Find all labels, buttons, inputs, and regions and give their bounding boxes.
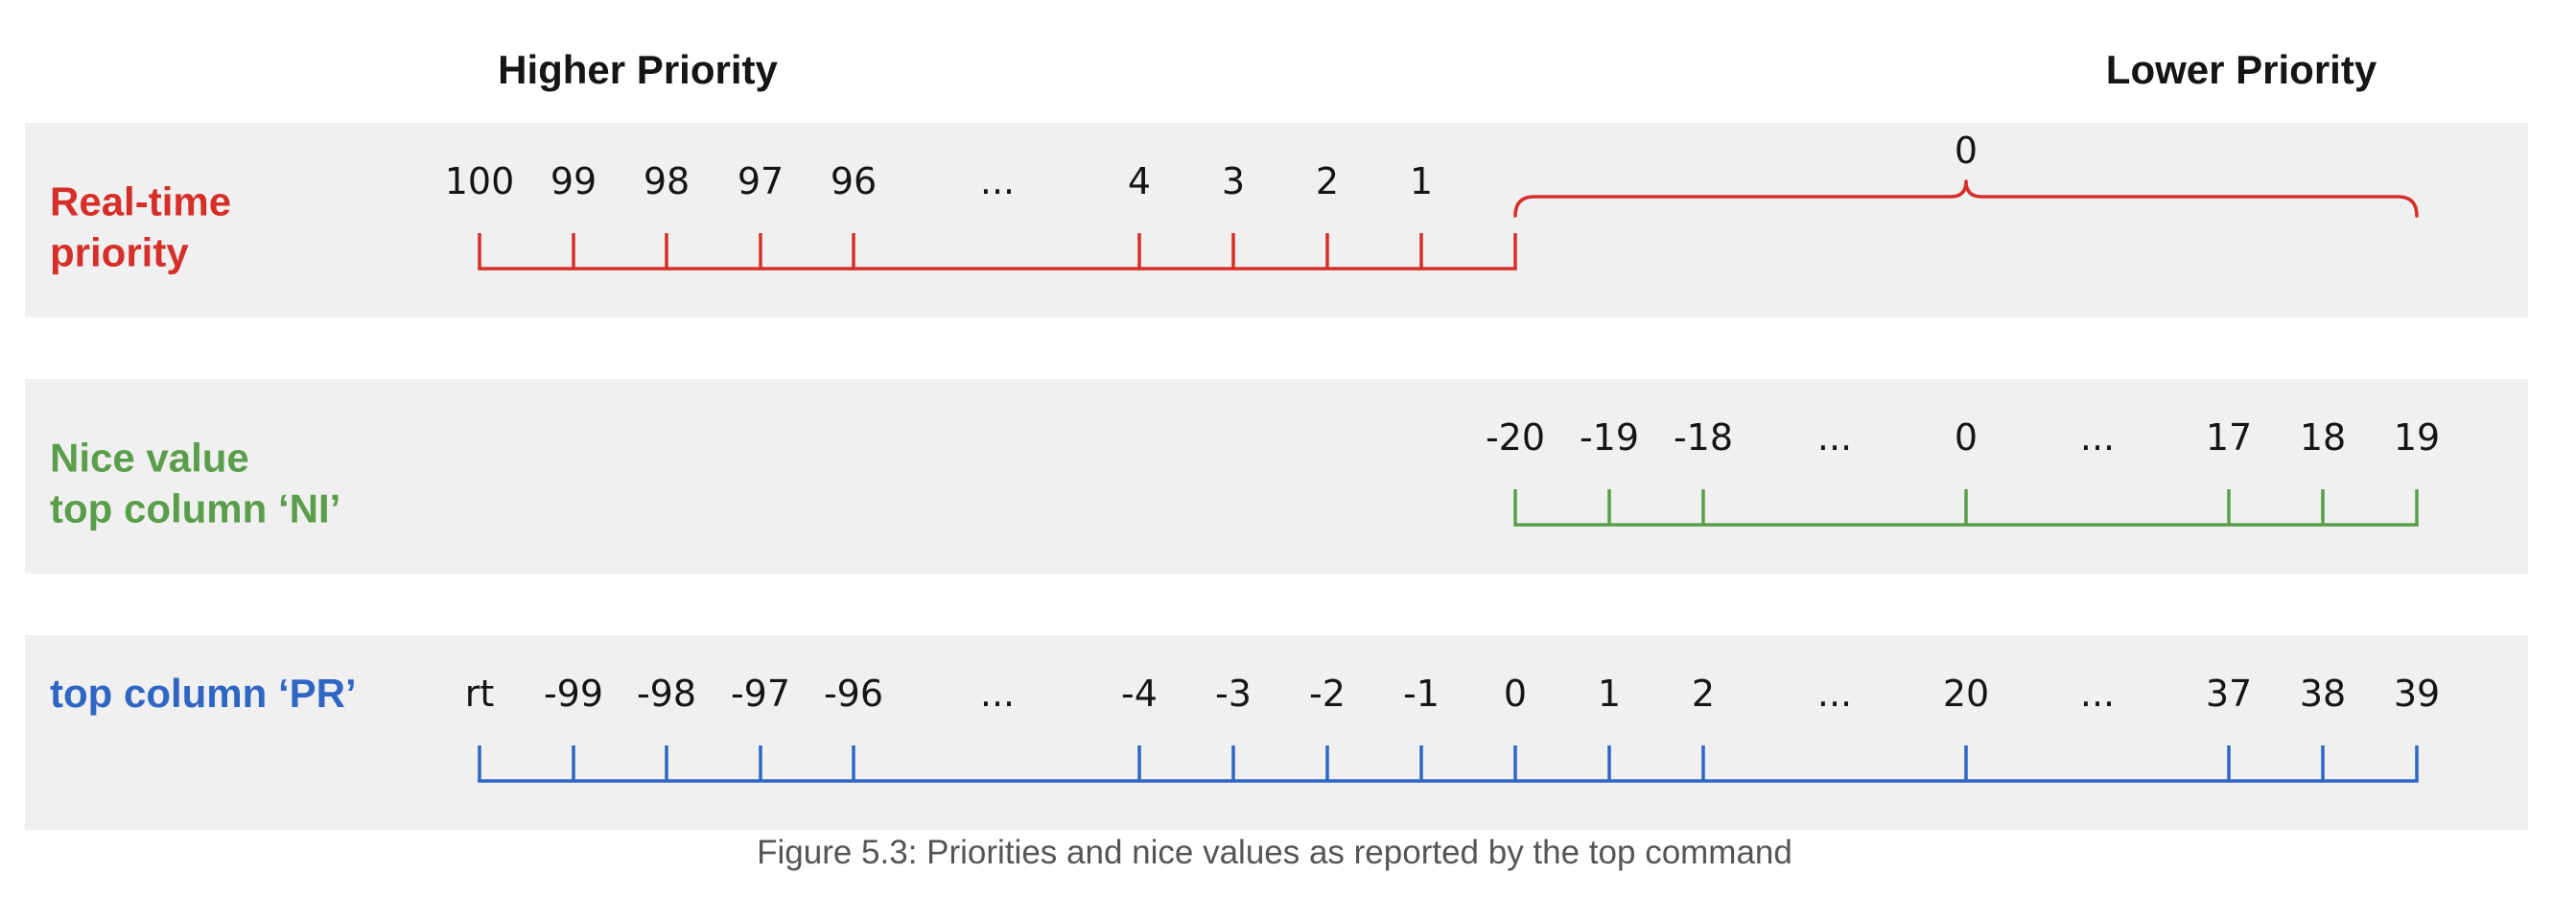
tick-label-pr: 2: [1692, 673, 1715, 715]
tick-label-nice: ...: [1817, 416, 1852, 459]
tick-label-realtime: 96: [831, 160, 877, 202]
tick-label-pr: ...: [1817, 673, 1852, 715]
row-realtime: Real-time priority 100 99 98 97 96... 4 3 2 1 0: [25, 123, 2528, 318]
tick-label-nice: -18: [1674, 416, 1733, 459]
tick-label-pr: ...: [2080, 673, 2115, 715]
tick-label-pr: -97: [731, 673, 790, 715]
brace-label-realtime: 0: [1955, 130, 1978, 172]
tick-label-pr: 20: [1943, 673, 1989, 715]
tick-label-nice: ...: [2080, 416, 2115, 459]
tick-label-pr: -3: [1215, 673, 1252, 715]
tick-label-pr: 37: [2206, 673, 2252, 715]
tick-label-pr: -1: [1403, 673, 1440, 715]
tick-label-realtime: 2: [1316, 160, 1339, 202]
row-band-nice: [25, 379, 2528, 574]
tick-label-nice: 19: [2394, 416, 2440, 459]
tick-label-realtime: ...: [980, 160, 1015, 202]
tick-label-realtime: 98: [644, 160, 690, 202]
tick-label-pr: -2: [1309, 673, 1346, 715]
tick-label-pr: 1: [1598, 673, 1621, 715]
tick-label-realtime: 97: [738, 160, 784, 202]
row-label-realtime: priority: [50, 230, 189, 275]
tick-label-realtime: 1: [1410, 160, 1433, 202]
tick-label-pr: rt: [465, 673, 495, 715]
row-label-nice: top column ‘NI’: [50, 486, 340, 532]
tick-label-pr: -98: [637, 673, 696, 715]
tick-label-realtime: 3: [1222, 160, 1245, 202]
tick-label-realtime: 100: [445, 160, 515, 202]
tick-label-realtime: 99: [550, 160, 597, 202]
higher-priority-heading: Higher Priority: [498, 47, 778, 92]
tick-label-realtime: 4: [1128, 160, 1151, 202]
tick-label-pr: 38: [2300, 673, 2346, 715]
tick-label-nice: -19: [1580, 416, 1639, 459]
row-band-pr: [25, 635, 2528, 830]
tick-label-pr: -4: [1121, 673, 1158, 715]
tick-label-pr: -96: [824, 673, 883, 715]
tick-label-pr: ...: [980, 673, 1015, 715]
row-label-nice: Nice value: [50, 436, 249, 481]
tick-label-nice: 17: [2206, 416, 2252, 459]
tick-label-pr: 39: [2394, 673, 2440, 715]
figure-caption: Figure 5.3: Priorities and nice values a…: [757, 834, 1792, 871]
tick-label-nice: 18: [2300, 416, 2346, 459]
tick-label-pr: -99: [544, 673, 603, 715]
row-pr: top column ‘PR’ rt -99 -98 -97 -96... -4 -3 -2 -1…: [25, 635, 2528, 830]
lower-priority-heading: Lower Priority: [2106, 47, 2377, 92]
row-nice: Nice value top column ‘NI’ -20 -19 -18... 0..…: [25, 379, 2528, 574]
tick-label-pr: 0: [1504, 673, 1527, 715]
tick-label-nice: -20: [1486, 416, 1545, 459]
row-label-realtime: Real-time: [50, 179, 231, 224]
row-band-realtime: [25, 123, 2528, 318]
brace-realtime: [1513, 179, 2419, 218]
row-label-pr: top column ‘PR’: [50, 671, 357, 716]
tick-label-nice: 0: [1955, 416, 1978, 459]
